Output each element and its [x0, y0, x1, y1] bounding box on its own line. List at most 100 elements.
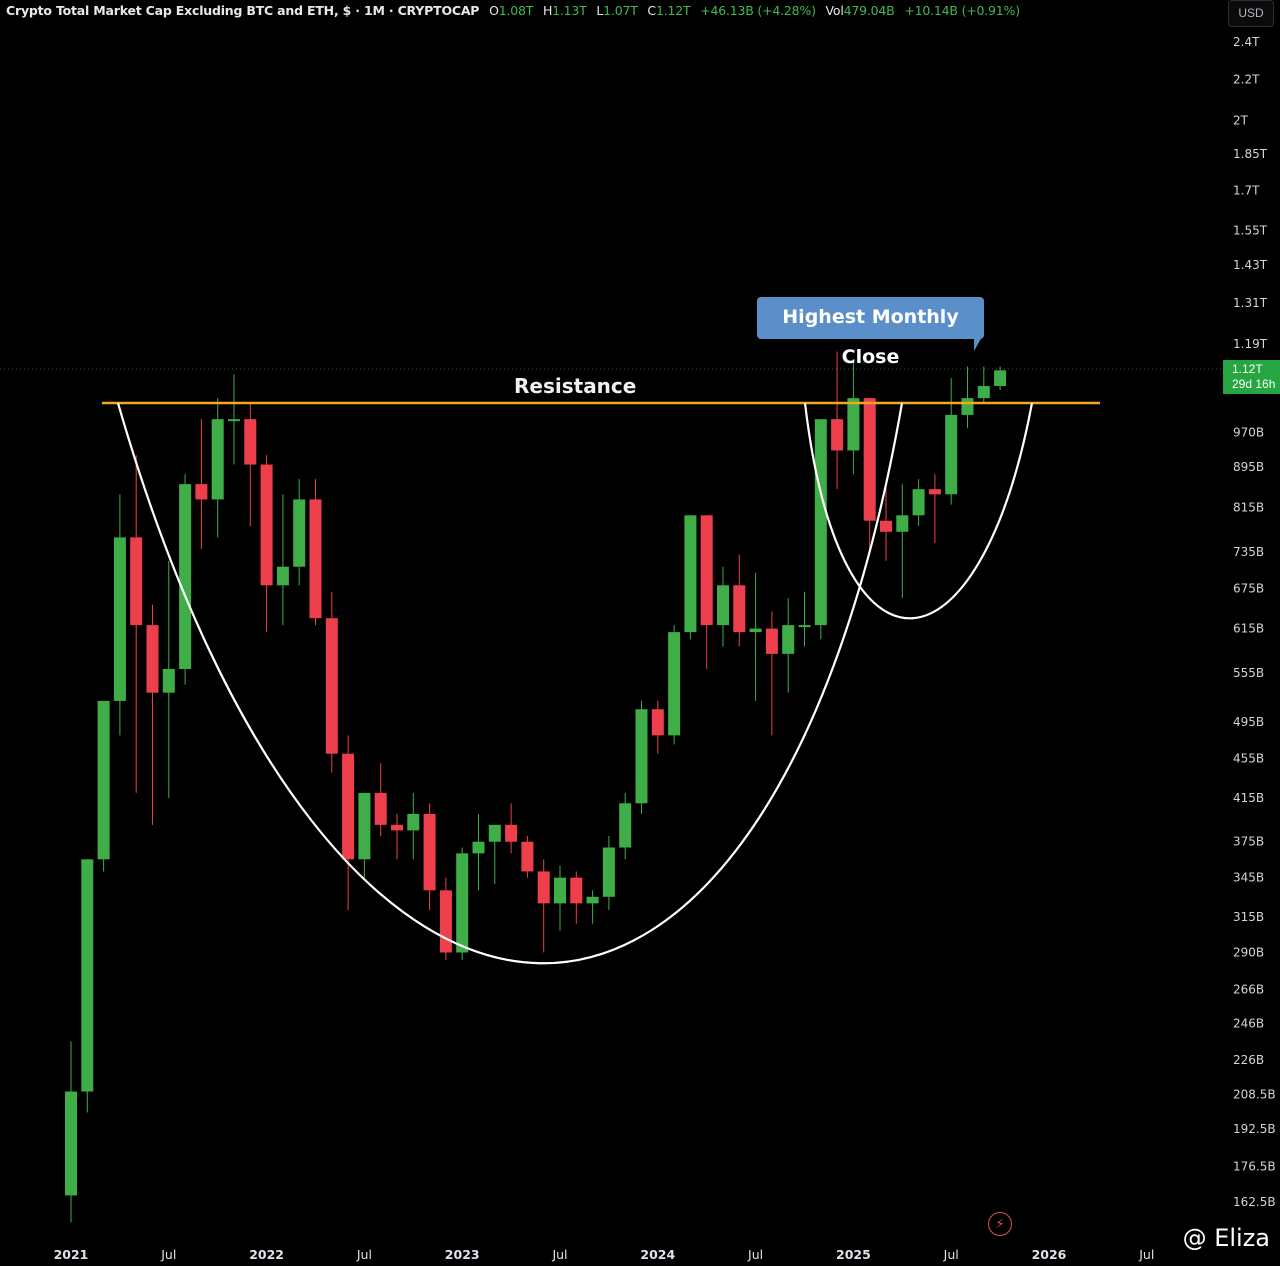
candles-group — [65, 351, 1007, 1223]
candle-body — [505, 824, 518, 842]
candle-body — [260, 464, 273, 586]
candle-body — [97, 700, 110, 860]
y-tick-label: 208.5B — [1233, 1088, 1276, 1102]
candle-body — [439, 890, 452, 953]
candle-body — [358, 792, 371, 860]
candle-body — [146, 625, 159, 693]
candle-body — [325, 618, 338, 754]
candle-body — [537, 871, 550, 904]
x-tick-label: Jul — [356, 1247, 372, 1262]
high-label: H — [542, 3, 553, 18]
candle-body — [749, 628, 762, 633]
currency-button[interactable]: USD — [1228, 0, 1274, 27]
candle-body — [276, 566, 289, 586]
cup-pattern-large — [116, 402, 904, 965]
x-tick-label: 2025 — [836, 1247, 871, 1262]
candle-body — [684, 515, 697, 633]
candle-body — [847, 398, 860, 451]
y-tick-label: 1.19T — [1233, 337, 1268, 351]
candle-body — [554, 877, 566, 904]
y-tick-label: 2.2T — [1233, 72, 1260, 86]
candle-body — [570, 877, 583, 904]
candle-body — [293, 499, 306, 567]
y-tick-label: 735B — [1233, 545, 1264, 559]
candle-body — [342, 753, 355, 860]
candle-body — [619, 803, 632, 848]
candle-body — [211, 419, 224, 500]
candle-body — [945, 414, 958, 495]
chart-header: Crypto Total Market Cap Excluding BTC an… — [6, 3, 1026, 18]
x-tick-label: 2026 — [1032, 1247, 1067, 1262]
y-tick-label: 455B — [1233, 751, 1264, 765]
callout-pointer — [974, 337, 982, 351]
y-tick-label: 192.5B — [1233, 1122, 1276, 1136]
candle-countdown: 29d 16h — [1232, 377, 1276, 391]
candle-body — [928, 489, 941, 495]
x-tick-label: Jul — [943, 1247, 959, 1262]
open-label: O — [489, 3, 499, 18]
x-tick-label: 2024 — [640, 1247, 675, 1262]
close-label: C — [647, 3, 656, 18]
y-tick-label: 162.5B — [1233, 1195, 1276, 1209]
candle-body — [896, 515, 909, 532]
candle-body — [717, 585, 729, 626]
y-tick-label: 1.55T — [1233, 223, 1268, 237]
highest-monthly-close-callout[interactable]: Highest Monthly Close — [757, 297, 984, 368]
open-value: 1.08T — [498, 3, 534, 18]
candle-body — [456, 853, 469, 953]
candle-body — [586, 896, 599, 904]
change-value: +46.13B (+4.28%) — [700, 3, 816, 18]
high-value: 1.13T — [552, 3, 587, 18]
candle-body — [814, 419, 827, 626]
candle-body — [81, 859, 94, 1092]
candle-body — [374, 792, 387, 825]
candle-body — [521, 841, 534, 872]
y-axis: 2.4T 2.2T 2T 1.85T 1.7T 1.55T 1.43T 1.31T 1.19T 9… — [1233, 35, 1276, 1209]
candle-body — [961, 398, 974, 415]
y-tick-label: 246B — [1233, 1016, 1264, 1030]
y-tick-label: 1.31T — [1233, 296, 1268, 310]
y-tick-label: 266B — [1233, 983, 1264, 997]
y-tick-label: 290B — [1233, 945, 1264, 959]
y-tick-label: 895B — [1233, 460, 1264, 474]
candle-body — [831, 419, 844, 451]
x-axis: 2021 Jul 2022 Jul 2023 Jul 2024 Jul 2025 Jul 2026 J… — [54, 1247, 1155, 1262]
symbol-title[interactable]: Crypto Total Market Cap Excluding BTC an… — [6, 3, 480, 18]
candle-body — [228, 419, 240, 422]
candle-body — [977, 386, 990, 399]
candle-body — [423, 813, 436, 891]
candle-body — [912, 489, 925, 516]
y-tick-label: 2T — [1233, 114, 1249, 128]
y-tick-label: 176.5B — [1233, 1159, 1276, 1173]
close-value: 1.12T — [655, 3, 691, 18]
low-value: 1.07T — [603, 3, 638, 18]
candle-body — [880, 520, 892, 532]
candle-body — [391, 824, 403, 831]
x-tick-label: 2021 — [54, 1247, 89, 1262]
low-label: L — [596, 3, 604, 18]
lightning-icon[interactable]: ⚡ — [988, 1212, 1012, 1236]
candle-body — [130, 537, 143, 626]
current-price-tag: 1.12T 29d 16h — [1223, 360, 1280, 394]
x-tick-label: Jul — [747, 1247, 763, 1262]
candle-body — [488, 824, 501, 842]
candle-body — [651, 709, 664, 736]
candle-body — [602, 847, 615, 897]
y-tick-label: 615B — [1233, 622, 1264, 636]
x-tick-label: 2023 — [445, 1247, 480, 1262]
candle-body — [162, 668, 175, 693]
cup-pattern-small — [803, 402, 1034, 620]
y-tick-label: 315B — [1233, 910, 1264, 924]
y-tick-label: 2.4T — [1233, 35, 1260, 49]
watermark: @ Eliza — [1182, 1224, 1270, 1252]
candle-body — [994, 370, 1007, 387]
candle-body — [863, 398, 876, 521]
y-tick-label: 345B — [1233, 871, 1264, 885]
x-tick-label: Jul — [1138, 1247, 1154, 1262]
candle-body — [179, 484, 192, 669]
candle-body — [113, 537, 126, 701]
candle-body — [244, 419, 257, 465]
y-tick-label: 555B — [1233, 666, 1264, 680]
y-tick-label: 226B — [1233, 1053, 1264, 1067]
